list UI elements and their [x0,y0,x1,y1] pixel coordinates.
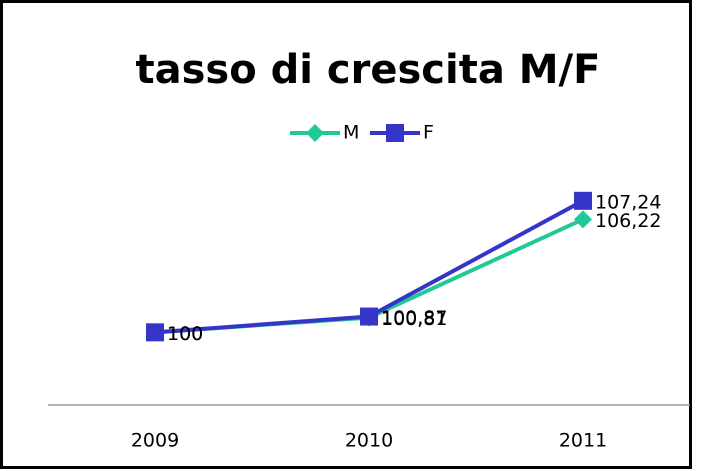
chart-frame [0,0,692,469]
x-tick-label: 2010 [345,430,393,452]
marker [360,307,378,326]
data-label: 100 [167,323,203,345]
legend-label: F [423,122,434,144]
data-label: 100 [167,323,203,345]
x-tick-label: 2011 [559,430,607,452]
data-label: 100,87 [381,307,447,329]
chart-title: tasso di crescita M/F [136,47,601,93]
data-label: 100,81 [381,308,447,330]
marker [146,323,164,342]
marker [306,124,324,142]
marker [574,191,592,210]
x-tick-label: 2009 [131,430,179,452]
marker [574,210,592,229]
data-label: 107,24 [595,191,661,213]
marker [386,124,404,142]
data-label: 106,22 [595,210,661,232]
legend-label: M [343,122,359,144]
